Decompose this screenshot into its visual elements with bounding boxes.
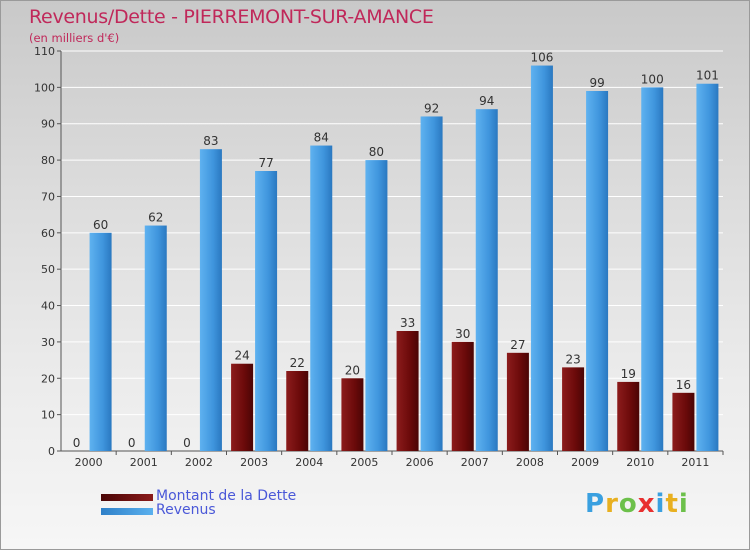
chart-subtitle: (en milliers d'€): [29, 31, 120, 45]
legend-swatch-dette: [101, 494, 153, 501]
bar-revenus: [586, 91, 609, 451]
x-tick-label: 2007: [461, 456, 489, 469]
bar-dette: [451, 341, 474, 451]
bar-dette: [341, 378, 364, 451]
y-tick-label: 110: [34, 45, 55, 58]
data-label-dette: 0: [183, 436, 191, 450]
bar-revenus: [255, 171, 278, 451]
y-tick-label: 60: [41, 227, 55, 240]
data-label-dette: 24: [234, 349, 249, 363]
bar-dette: [396, 331, 419, 451]
y-tick-label: 80: [41, 154, 55, 167]
logo-letter: P: [585, 489, 606, 519]
x-tick-label: 2008: [516, 456, 544, 469]
y-tick-label: 0: [48, 445, 55, 458]
x-tick-label: 2011: [681, 456, 709, 469]
x-tick-label: 2005: [350, 456, 378, 469]
data-label-dette: 0: [128, 436, 136, 450]
x-tick-label: 2009: [571, 456, 599, 469]
x-tick-label: 2010: [626, 456, 654, 469]
logo-letter: i: [678, 489, 689, 519]
data-label-revenus: 100: [641, 72, 664, 86]
y-tick-label: 40: [41, 300, 55, 313]
y-tick-label: 90: [41, 118, 55, 131]
data-label-dette: 30: [455, 327, 470, 341]
x-tick-label: 2004: [295, 456, 323, 469]
data-label-dette: 20: [345, 363, 360, 377]
data-label-revenus: 106: [530, 51, 553, 65]
data-label-dette: 27: [510, 338, 525, 352]
bar-dette: [672, 392, 695, 451]
proxiti-logo: Proxiti: [585, 489, 689, 519]
logo-letter: x: [637, 489, 656, 519]
x-tick-label: 2001: [130, 456, 158, 469]
data-label-revenus: 101: [696, 69, 719, 83]
y-tick-label: 20: [41, 372, 55, 385]
data-label-revenus: 94: [479, 94, 494, 108]
y-tick-label: 10: [41, 409, 55, 422]
data-label-dette: 33: [400, 316, 415, 330]
bar-revenus: [475, 109, 498, 451]
data-label-dette: 23: [565, 352, 580, 366]
bar-revenus: [530, 65, 553, 451]
bar-dette: [286, 371, 309, 451]
data-label-dette: 22: [290, 356, 305, 370]
bar-revenus: [696, 83, 719, 452]
data-label-revenus: 60: [93, 218, 108, 232]
legend-label-revenus: Revenus: [156, 502, 216, 518]
data-label-revenus: 62: [148, 211, 163, 225]
bar-dette: [231, 363, 254, 451]
bar-revenus: [89, 232, 112, 451]
data-label-revenus: 77: [258, 156, 273, 170]
bar-dette: [562, 367, 585, 451]
bar-dette: [506, 352, 529, 451]
bar-revenus: [641, 87, 664, 451]
data-label-revenus: 80: [369, 145, 384, 159]
data-label-dette: 16: [676, 378, 691, 392]
data-label-revenus: 92: [424, 101, 439, 115]
y-tick-label: 70: [41, 190, 55, 203]
bar-revenus: [420, 116, 443, 452]
bar-dette: [617, 381, 640, 451]
data-label-dette: 0: [73, 436, 81, 450]
logo-letter: t: [665, 489, 679, 519]
chart-title: Revenus/Dette - PIERREMONT-SUR-AMANCE: [29, 6, 434, 28]
logo-letter: r: [605, 489, 619, 519]
bar-revenus: [310, 145, 333, 451]
data-label-revenus: 99: [589, 76, 604, 90]
x-tick-label: 2002: [185, 456, 213, 469]
x-tick-label: 2003: [240, 456, 268, 469]
data-label-revenus: 83: [203, 134, 218, 148]
legend-label-dette: Montant de la Dette: [156, 488, 297, 504]
y-tick-label: 100: [34, 81, 55, 94]
x-tick-label: 2006: [406, 456, 434, 469]
y-tick-label: 30: [41, 336, 55, 349]
bar-revenus: [365, 160, 388, 451]
x-tick-label: 2000: [75, 456, 103, 469]
bar-revenus: [199, 149, 222, 451]
logo-letter: i: [655, 489, 666, 519]
data-label-revenus: 84: [314, 131, 329, 145]
legend-swatch-revenus: [101, 508, 153, 515]
y-tick-label: 50: [41, 263, 55, 276]
logo-letter: o: [618, 489, 638, 519]
bar-revenus: [144, 225, 167, 451]
data-label-dette: 19: [621, 367, 636, 381]
